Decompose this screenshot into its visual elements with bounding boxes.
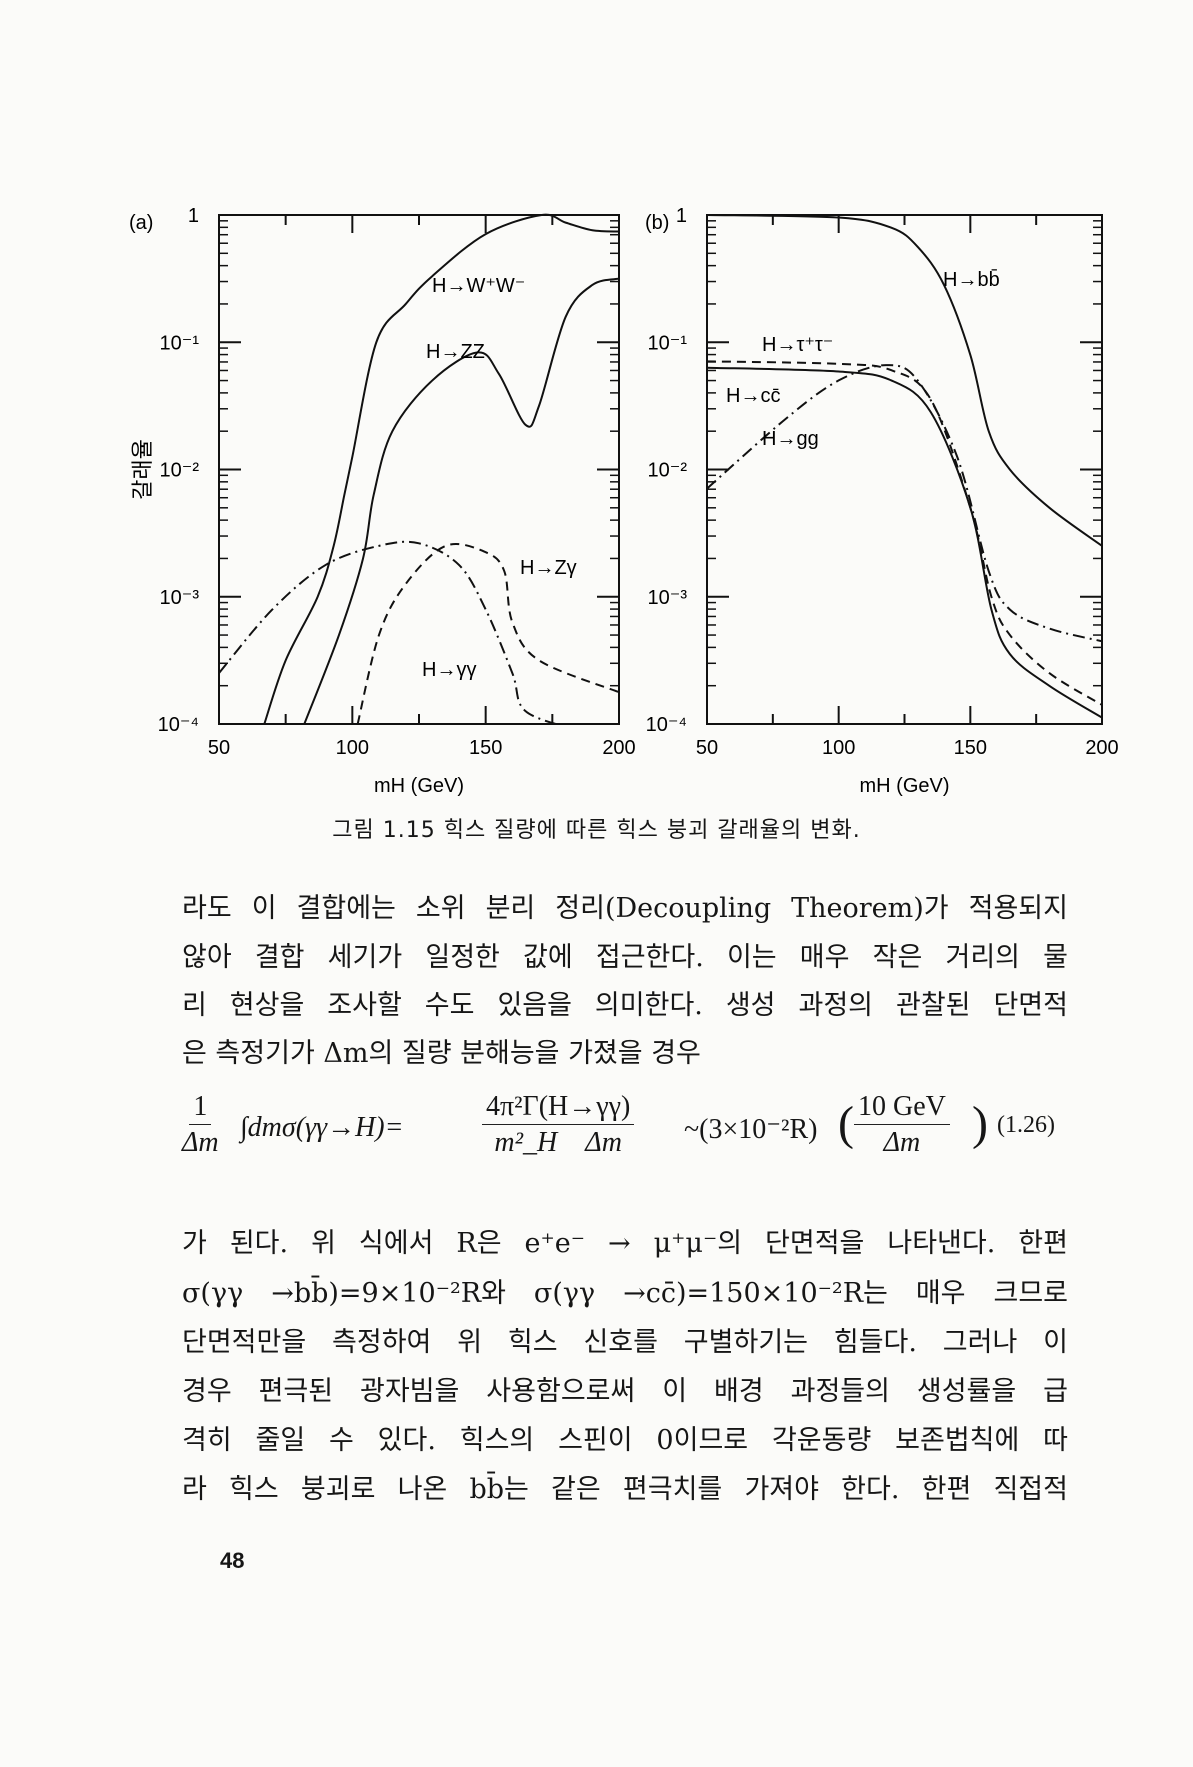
equation-number: (1.26) [997, 1112, 1055, 1138]
text-line: 격히 줄일 수 있다. 힉스의 스핀이 0이므로 각운동량 보존법칙에 따 [182, 1425, 1068, 1456]
denominator: Δm [182, 1127, 219, 1158]
text-line: 라도 이 결합에는 소위 분리 정리(Decoupling Theorem)가 … [182, 893, 1068, 924]
equation-1-26: 1 Δm ∫dmσ(γγ→H)= 4π²Γ(H→γγ) m²_H Δm ~(3×… [182, 1090, 1082, 1180]
paren-open: ( [838, 1097, 854, 1150]
x-tick-label: 100 [336, 737, 369, 759]
text-line: 은 측정기가 Δm의 질량 분해능을 가졌을 경우 [182, 1038, 701, 1069]
plot-frame [218, 214, 620, 725]
x-tick-label: 150 [954, 737, 987, 759]
series-line [707, 364, 1102, 643]
series-label: H→bb̄ [943, 268, 1000, 291]
numerator: 1 [189, 1090, 212, 1125]
text-line: 리 현상을 조사할 수도 있음을 의미한다. 생성 과정의 관찰된 단면적 [182, 990, 1068, 1021]
series-label: H→Zγ [520, 557, 577, 579]
numerator: 10 GeV [854, 1090, 950, 1125]
series-line [263, 213, 619, 724]
fraction-lhs: 1 Δm [182, 1090, 219, 1161]
series-label: H→gg [762, 428, 819, 450]
panel-label: (a) [129, 212, 153, 234]
denominator: m²_H Δm [494, 1127, 622, 1158]
chart-panel-a: 1 10⁻¹ 10⁻² 10⁻³ 10⁻⁴ 50 100 150 200 mH (GeV) (a) 갈… [129, 205, 636, 797]
text-line: 라 힉스 붕괴로 나온 bb̄는 같은 편극치를 가져야 한다. 한편 직접적 [182, 1474, 1068, 1505]
series-label: H→τ⁺τ⁻ [762, 334, 833, 356]
x-tick-label: 150 [469, 737, 502, 759]
fraction-rhs: 10 GeV Δm [854, 1090, 950, 1161]
x-tick-label: 200 [1085, 737, 1118, 759]
y-tick-label: 10⁻⁴ [646, 714, 687, 736]
series-label: H→γγ [422, 659, 476, 681]
series-line [219, 540, 560, 724]
x-tick-label: 200 [602, 737, 635, 759]
page-number: 48 [220, 1548, 245, 1573]
series-line [356, 543, 619, 724]
y-axis-label: 갈래율 [131, 439, 156, 500]
text-line: 경우 편극된 광자빔을 사용함으로써 이 배경 과정들의 생성률을 급 [182, 1376, 1068, 1407]
series-label: H→ZZ [426, 341, 485, 363]
plot-frame [706, 214, 1103, 725]
x-tick-label: 100 [822, 737, 855, 759]
x-axis-label: mH (GeV) [374, 775, 464, 797]
numerator: 4π²Γ(H→γγ) [482, 1090, 635, 1125]
figure-caption: 그림 1.15 힉스 질량에 따른 힉스 붕괴 갈래율의 변화. [332, 818, 861, 843]
x-tick-label: 50 [696, 737, 718, 759]
series-line [707, 360, 1102, 706]
y-tick-label: 1 [676, 205, 687, 227]
series-line [707, 214, 1102, 547]
y-tick-label: 10⁻² [160, 460, 200, 482]
y-tick-label: 1 [188, 205, 199, 227]
series-label: H→W⁺W⁻ [432, 275, 525, 297]
x-tick-label: 50 [208, 737, 230, 759]
approx-expression: ~(3×10⁻²R) [684, 1114, 818, 1145]
chart-panel-b: 1 10⁻¹ 10⁻² 10⁻³ 10⁻⁴ 50 100 150 200 mH (GeV) (b) H… [645, 205, 1119, 797]
x-axis-label: mH (GeV) [860, 775, 950, 797]
y-tick-label: 10⁻³ [648, 587, 688, 609]
series-label: H→cc̄ [726, 385, 780, 407]
y-tick-label: 10⁻¹ [160, 332, 200, 354]
y-tick-label: 10⁻⁴ [158, 714, 199, 736]
series-line [707, 366, 1102, 719]
denominator: Δm [883, 1127, 921, 1158]
y-tick-label: 10⁻¹ [648, 332, 688, 354]
series-line [303, 277, 619, 724]
text-line: σ(γγ →bb̄)=9×10⁻²R와 σ(γγ →cc̄)=150×10⁻²R… [182, 1278, 1068, 1309]
text-line: 가 된다. 위 식에서 R은 e⁺e⁻ → μ⁺μ⁻의 단면적을 나타낸다. 한… [182, 1228, 1068, 1259]
integral-expression: ∫dmσ(γγ→H)= [240, 1112, 404, 1143]
text-line: 단면적만을 측정하여 위 힉스 신호를 구별하기는 힘들다. 그러나 이 [182, 1327, 1068, 1358]
y-tick-label: 10⁻³ [160, 587, 200, 609]
y-tick-label: 10⁻² [648, 460, 688, 482]
paren-close: ) [972, 1097, 988, 1150]
text-line: 않아 결합 세기가 일정한 값에 접근한다. 이는 매우 작은 거리의 물 [182, 942, 1068, 973]
panel-label: (b) [645, 212, 669, 234]
fraction-middle: 4π²Γ(H→γγ) m²_H Δm [482, 1090, 635, 1161]
